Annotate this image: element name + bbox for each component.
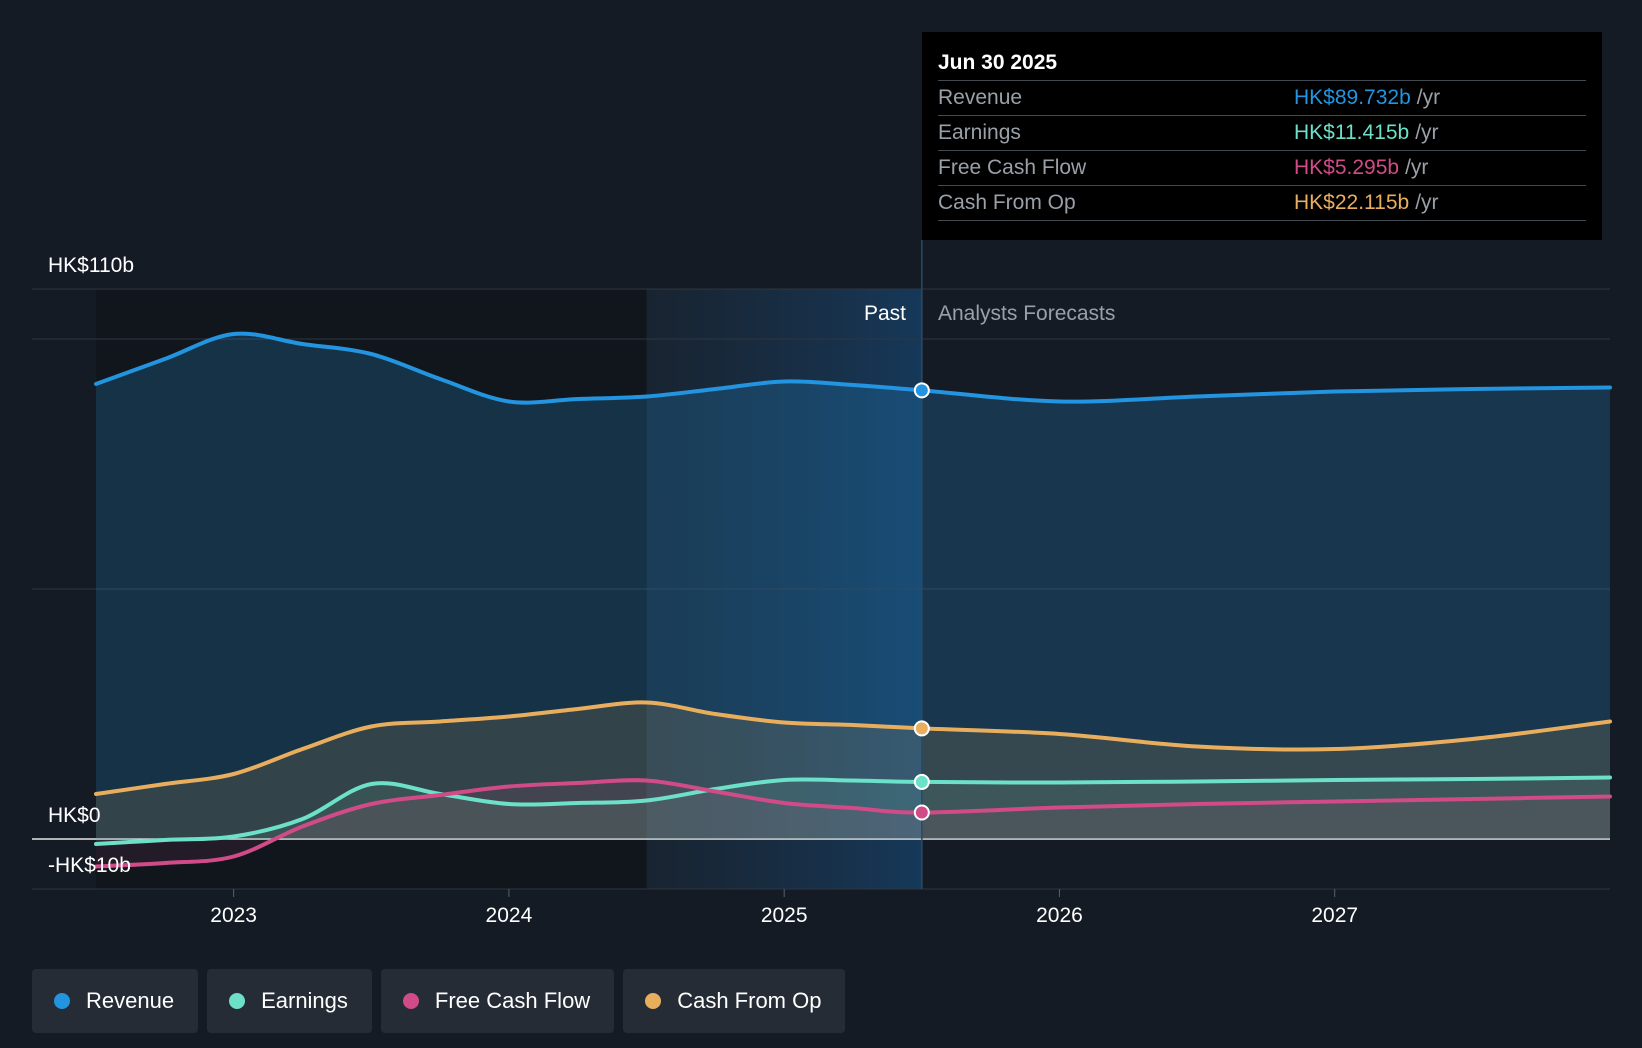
tooltip-label: Cash From Op <box>938 191 1076 214</box>
x-tick-label: 2023 <box>210 904 257 927</box>
legend-dot-icon <box>54 993 70 1009</box>
tooltip-markers <box>913 382 930 821</box>
marker-earnings <box>913 773 930 790</box>
line-revenue <box>94 331 1612 405</box>
legend-dot-icon <box>645 993 662 1009</box>
legend-item-earnings[interactable]: Earnings <box>207 969 372 1033</box>
tooltip-row-earnings: Earnings HK$11.415b /yr <box>938 116 1586 151</box>
line-cash-from-op <box>94 700 1612 796</box>
tooltip: Jun 30 2025 Revenue HK$89.732b /yr Earni… <box>922 32 1602 240</box>
legend-item-revenue[interactable]: Revenue <box>32 969 199 1033</box>
forecast-label: Analysts Forecasts <box>938 302 1115 325</box>
past-label: Past <box>864 302 906 325</box>
area-earnings <box>96 777 1610 844</box>
x-axis-ticks: 2023 2024 2025 2026 2027 <box>210 889 1358 927</box>
legend-dot-icon <box>229 993 246 1009</box>
tooltip-value: HK$5.295b <box>1294 156 1400 179</box>
series-lines <box>94 331 1612 869</box>
legend-label: Earnings <box>261 988 348 1013</box>
x-tick-label: 2024 <box>486 904 533 927</box>
legend-dot-icon <box>402 993 419 1009</box>
tooltip-value: HK$89.732b <box>1294 86 1411 109</box>
tooltip-row-cfo: Cash From Op HK$22.115b /yr <box>938 186 1586 221</box>
tooltip-unit: /yr <box>1415 191 1439 214</box>
legend-label: Revenue <box>86 988 175 1013</box>
tooltip-date: Jun 30 2025 <box>938 46 1586 81</box>
tooltip-value: HK$22.115b <box>1294 191 1410 214</box>
line-free-cash-flow <box>94 778 1612 869</box>
series-areas <box>96 333 1610 867</box>
marker-free-cash-flow <box>913 804 930 821</box>
legend-item-cfo[interactable]: Cash From Op <box>623 969 846 1033</box>
grid-lines <box>32 288 1610 890</box>
x-tick-label: 2026 <box>1036 904 1083 927</box>
marker-revenue <box>913 382 930 399</box>
marker-cash-from-op <box>913 720 930 737</box>
tooltip-label: Free Cash Flow <box>938 156 1087 179</box>
tooltip-label: Earnings <box>938 121 1021 144</box>
y-label-bottom: -HK$10b <box>48 854 131 877</box>
tooltip-unit: /yr <box>1416 86 1441 109</box>
area-revenue <box>96 333 1610 839</box>
y-label-top: HK$110b <box>48 254 134 277</box>
legend-label: Free Cash Flow <box>434 988 591 1013</box>
x-tick-label: 2025 <box>761 904 808 927</box>
legend-label: Cash From Op <box>677 988 822 1013</box>
legend: Revenue Earnings Free Cash Flow Cash Fro… <box>32 969 846 1033</box>
x-tick-label: 2027 <box>1311 904 1358 927</box>
legend-item-fcf[interactable]: Free Cash Flow <box>380 969 615 1033</box>
y-label-zero: HK$0 <box>48 804 101 827</box>
line-earnings <box>94 775 1612 846</box>
tooltip-unit: /yr <box>1405 156 1429 179</box>
tooltip-row-fcf: Free Cash Flow HK$5.295b /yr <box>938 151 1586 186</box>
tooltip-value: HK$11.415b <box>1294 121 1410 144</box>
area-free-cash-flow <box>96 780 1610 867</box>
tooltip-row-revenue: Revenue HK$89.732b /yr <box>938 81 1586 116</box>
tooltip-unit: /yr <box>1415 121 1439 144</box>
tooltip-label: Revenue <box>938 86 1023 109</box>
